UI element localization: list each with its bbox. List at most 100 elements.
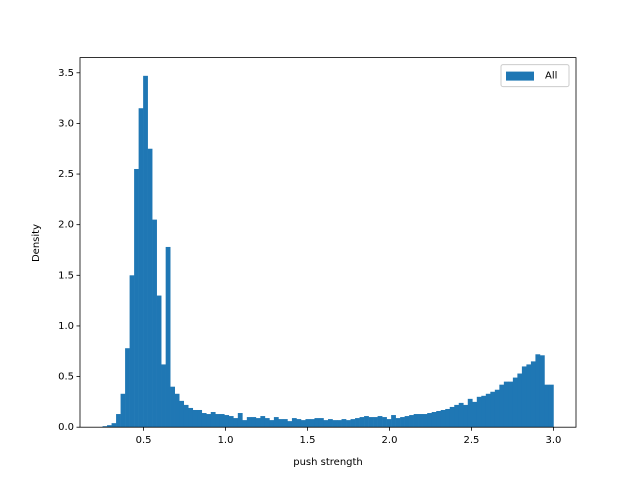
x-tick-label: 1.0 <box>218 435 234 446</box>
bar <box>291 418 297 428</box>
bar <box>517 373 523 428</box>
bar <box>350 419 356 428</box>
bar <box>120 393 126 428</box>
bar <box>539 355 545 428</box>
bar <box>422 414 428 428</box>
y-tick-label: 1.0 <box>58 321 74 332</box>
bar <box>503 381 509 428</box>
bar <box>332 420 338 428</box>
bar <box>116 414 121 428</box>
bar <box>512 377 518 428</box>
bar <box>391 415 396 428</box>
bar <box>337 420 342 428</box>
y-tick-label: 2.0 <box>58 220 74 231</box>
x-axis-label: push strength <box>293 457 363 468</box>
bar <box>359 417 365 428</box>
bar <box>341 419 347 428</box>
bar <box>111 423 117 428</box>
bar <box>269 420 275 428</box>
y-tick-label: 3.5 <box>58 68 74 79</box>
bar <box>427 413 433 428</box>
bar <box>377 416 383 428</box>
bar <box>143 75 148 428</box>
bar <box>530 361 536 428</box>
bar <box>494 389 500 428</box>
x-tick-label: 2.0 <box>382 435 398 446</box>
bar <box>287 421 293 428</box>
bar <box>242 420 248 428</box>
bar <box>156 295 162 428</box>
bar <box>386 419 392 428</box>
bar <box>165 246 171 428</box>
bar <box>170 386 175 428</box>
bar <box>255 418 261 428</box>
bar <box>490 391 496 428</box>
bar <box>309 419 315 428</box>
bar <box>125 348 130 428</box>
y-axis-label: Density <box>31 224 42 262</box>
bar <box>107 425 112 428</box>
bar <box>129 275 135 428</box>
bar <box>210 412 216 428</box>
bar <box>328 419 333 428</box>
bar <box>318 418 324 428</box>
bar <box>485 393 491 428</box>
bar <box>467 398 473 428</box>
bar <box>395 418 401 428</box>
bar <box>382 417 387 428</box>
bar <box>440 409 446 428</box>
legend-label: All <box>545 71 557 82</box>
bar <box>508 381 514 428</box>
bar <box>134 168 139 428</box>
bar <box>472 401 478 428</box>
bar <box>404 416 410 428</box>
bar <box>188 407 194 428</box>
bar <box>161 364 166 428</box>
bar <box>458 402 464 428</box>
bar <box>521 366 527 428</box>
x-tick-label: 1.5 <box>300 435 316 446</box>
bar <box>233 418 239 428</box>
bar <box>278 419 284 428</box>
bar <box>305 419 311 428</box>
bar <box>228 416 234 428</box>
bar <box>282 419 288 428</box>
bar <box>219 414 225 428</box>
plot-frame <box>79 57 577 428</box>
bar <box>476 396 482 428</box>
bar <box>215 414 221 428</box>
bar <box>224 415 230 428</box>
bar <box>323 420 329 428</box>
bar <box>449 406 455 428</box>
bar <box>413 414 419 428</box>
y-tick-label: 0.0 <box>58 422 74 433</box>
bar <box>197 409 203 428</box>
bar <box>147 148 153 428</box>
bar <box>300 420 306 428</box>
bar <box>499 384 505 428</box>
bar <box>237 413 243 428</box>
bar <box>264 418 270 428</box>
bar <box>314 418 320 428</box>
bar <box>192 409 198 428</box>
bar <box>246 417 252 428</box>
bar <box>364 416 369 428</box>
bar <box>346 420 351 428</box>
bar <box>481 395 487 428</box>
bar <box>548 384 554 428</box>
bar <box>436 410 442 428</box>
bar <box>138 108 144 428</box>
bar <box>431 412 437 428</box>
y-tick-label: 1.5 <box>58 270 74 281</box>
bar <box>526 364 532 428</box>
legend-box <box>500 64 570 88</box>
x-tick-label: 2.5 <box>464 435 480 446</box>
bar <box>179 400 185 428</box>
bar <box>544 384 550 428</box>
bar <box>373 417 378 428</box>
bar <box>251 417 257 428</box>
bar <box>418 414 423 428</box>
bar <box>260 416 266 428</box>
bar <box>273 417 279 428</box>
